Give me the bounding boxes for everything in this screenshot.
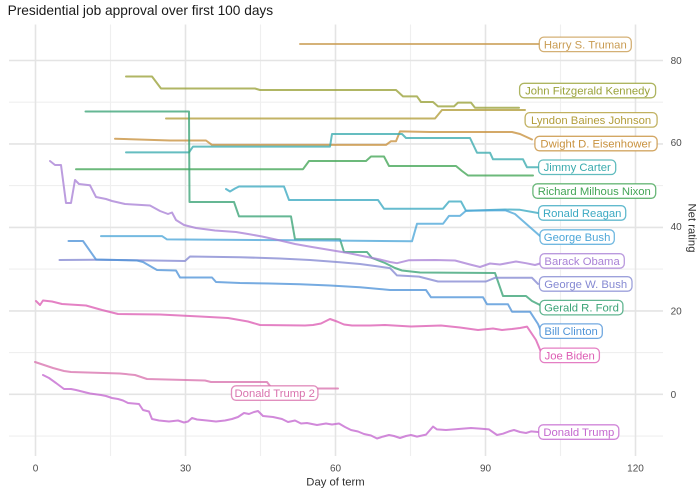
svg-text:Presidential job approval over: Presidential job approval over first 100… bbox=[8, 3, 274, 18]
svg-text:0: 0 bbox=[671, 390, 677, 401]
svg-text:George W. Bush: George W. Bush bbox=[544, 279, 627, 291]
svg-text:Ronald Reagan: Ronald Reagan bbox=[543, 208, 622, 220]
svg-text:George Bush: George Bush bbox=[544, 232, 611, 244]
svg-text:Donald Trump 2: Donald Trump 2 bbox=[235, 388, 315, 400]
svg-text:Net rating: Net rating bbox=[686, 204, 698, 253]
svg-text:Lyndon Baines Johnson: Lyndon Baines Johnson bbox=[531, 115, 651, 127]
svg-text:Bill Clinton: Bill Clinton bbox=[544, 326, 597, 338]
svg-text:Harry S. Truman: Harry S. Truman bbox=[544, 39, 627, 51]
svg-text:Gerald R. Ford: Gerald R. Ford bbox=[544, 303, 619, 315]
svg-text:0: 0 bbox=[33, 464, 39, 475]
svg-text:40: 40 bbox=[671, 222, 683, 233]
svg-text:30: 30 bbox=[180, 464, 192, 475]
svg-text:60: 60 bbox=[330, 464, 342, 475]
svg-text:90: 90 bbox=[480, 464, 492, 475]
svg-text:Jimmy Carter: Jimmy Carter bbox=[544, 162, 611, 174]
svg-text:20: 20 bbox=[671, 306, 683, 317]
svg-text:80: 80 bbox=[671, 56, 683, 67]
svg-text:60: 60 bbox=[671, 138, 683, 149]
svg-text:Richard Milhous Nixon: Richard Milhous Nixon bbox=[538, 186, 651, 198]
svg-text:Joe Biden: Joe Biden bbox=[545, 350, 595, 362]
svg-text:Day of term: Day of term bbox=[306, 477, 364, 489]
svg-text:Barack Obama: Barack Obama bbox=[544, 256, 620, 268]
svg-text:Donald Trump: Donald Trump bbox=[543, 427, 614, 439]
svg-text:John Fitzgerald Kennedy: John Fitzgerald Kennedy bbox=[525, 86, 650, 98]
svg-text:Dwight D. Eisenhower: Dwight D. Eisenhower bbox=[540, 139, 651, 151]
svg-text:120: 120 bbox=[627, 464, 644, 475]
